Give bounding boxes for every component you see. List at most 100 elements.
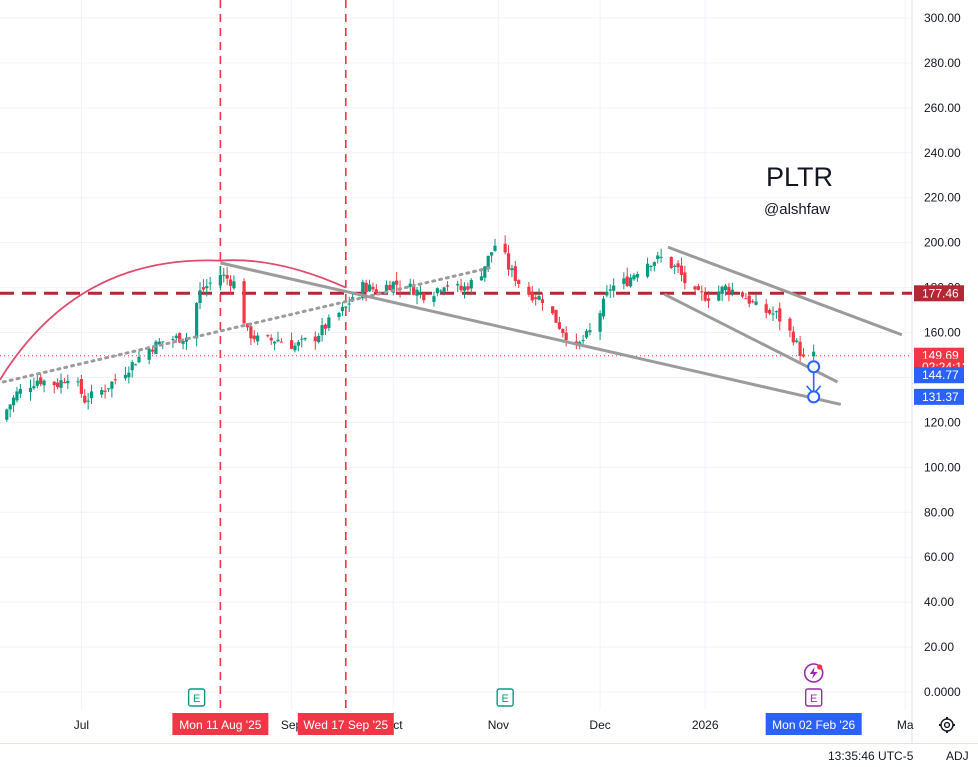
candle-body — [364, 282, 368, 293]
candle-body — [62, 382, 67, 384]
candle-body — [371, 286, 375, 290]
candle-body — [744, 298, 748, 300]
price-tag-label: 177.46 — [922, 286, 959, 300]
candle-body — [296, 341, 300, 346]
projection-handle-end[interactable] — [807, 390, 821, 404]
candle-body — [537, 295, 541, 300]
candle-body — [788, 318, 792, 331]
candle-body — [659, 256, 663, 258]
price-axis-label: 40.00 — [924, 595, 954, 609]
candle-body — [113, 379, 117, 381]
candle-body — [703, 294, 707, 301]
candle-body — [86, 400, 90, 402]
candle-body — [123, 374, 128, 379]
candle-body — [347, 303, 351, 305]
candle-body — [534, 297, 538, 300]
candle-body — [679, 265, 684, 275]
dotted-trendline[interactable] — [1, 265, 494, 384]
candle-body — [625, 276, 629, 286]
candle-body — [442, 287, 446, 292]
adjustment-toggle[interactable]: ADJ — [946, 749, 969, 763]
candle-body — [103, 390, 107, 392]
drawings[interactable] — [0, 245, 903, 406]
candle-body — [656, 255, 660, 260]
candle-body — [408, 283, 412, 287]
candle-body — [35, 380, 39, 386]
vertical-marker-date-tag — [297, 713, 394, 735]
lightning-icon[interactable] — [803, 663, 824, 683]
candle-body — [747, 295, 751, 304]
candle-body — [676, 263, 680, 268]
trendline[interactable] — [667, 245, 903, 337]
candle-body — [795, 340, 799, 342]
price-axis-label: 220.00 — [924, 191, 961, 205]
trendline[interactable] — [220, 261, 842, 406]
vertical-markers — [219, 0, 347, 710]
candle-body — [174, 335, 178, 339]
candle-body — [445, 285, 450, 287]
candle-body — [344, 306, 348, 308]
candle-body — [581, 340, 585, 342]
candle-body — [432, 296, 436, 302]
chart-subtitle: @alshfaw — [764, 201, 830, 218]
time-axis-label: Sep — [281, 718, 303, 732]
candle-body — [459, 285, 463, 291]
candle-body — [513, 266, 517, 281]
lightning-icon-dot — [817, 664, 823, 670]
candle-body — [198, 290, 202, 304]
candle-body — [303, 338, 307, 340]
candle-body — [289, 340, 294, 349]
candle-body — [791, 331, 795, 343]
candle-body — [764, 304, 768, 313]
candle-body — [42, 380, 46, 386]
candle-body — [39, 377, 43, 385]
earnings-event-marker[interactable]: E — [496, 688, 514, 707]
price-tag-label: 131.37 — [922, 390, 959, 404]
candle-body — [506, 253, 511, 270]
candle-body — [605, 291, 609, 296]
arc-drawing[interactable] — [0, 259, 347, 381]
candle-body — [696, 286, 701, 290]
candle-body — [422, 293, 426, 301]
candle-body — [205, 286, 209, 289]
candle-body — [798, 341, 802, 357]
candle-body — [171, 339, 175, 341]
candle-body — [222, 274, 226, 276]
projection-handle-start[interactable] — [807, 360, 821, 374]
price-chart[interactable]: PLTR @alshfaw 300.00 280.00 260.00 240.00 22… — [0, 0, 978, 743]
lightning-icon-bolt — [809, 667, 818, 679]
price-axis-label: 160.00 — [924, 326, 961, 340]
candle-body — [313, 336, 317, 342]
candle-body — [435, 288, 439, 294]
candle-body — [279, 341, 283, 343]
price-axis[interactable]: 300.00280.00260.00240.00220.00200.00180.… — [924, 11, 961, 699]
candle-body — [245, 323, 250, 328]
candle-body — [503, 243, 507, 253]
candle-body — [367, 284, 372, 292]
candle-body — [269, 337, 273, 341]
candle-body — [483, 266, 487, 278]
candle-body — [584, 330, 589, 338]
candle-body — [598, 313, 602, 332]
gear-icon[interactable] — [938, 716, 956, 734]
candle-body — [720, 286, 724, 294]
candle-body — [157, 341, 161, 345]
candle-body — [150, 349, 155, 352]
earnings-event-marker[interactable]: E — [804, 688, 823, 707]
candle-body — [374, 289, 378, 293]
price-axis-label: 60.00 — [924, 550, 954, 564]
candle-body — [273, 341, 277, 344]
candle-body — [110, 381, 114, 389]
candle-body — [249, 326, 253, 339]
earnings-event-marker[interactable]: E — [187, 688, 206, 707]
candle-body — [801, 354, 806, 357]
timezone-clock[interactable]: 13:35:46 UTC-5 — [828, 749, 914, 763]
candle-body — [493, 245, 497, 251]
vertical-marker-date-tag-label: Wed 17 Sep '25 — [303, 718, 388, 732]
price-axis-label: 120.00 — [924, 415, 961, 429]
candle-body — [208, 282, 212, 284]
earnings-badge — [496, 688, 514, 707]
